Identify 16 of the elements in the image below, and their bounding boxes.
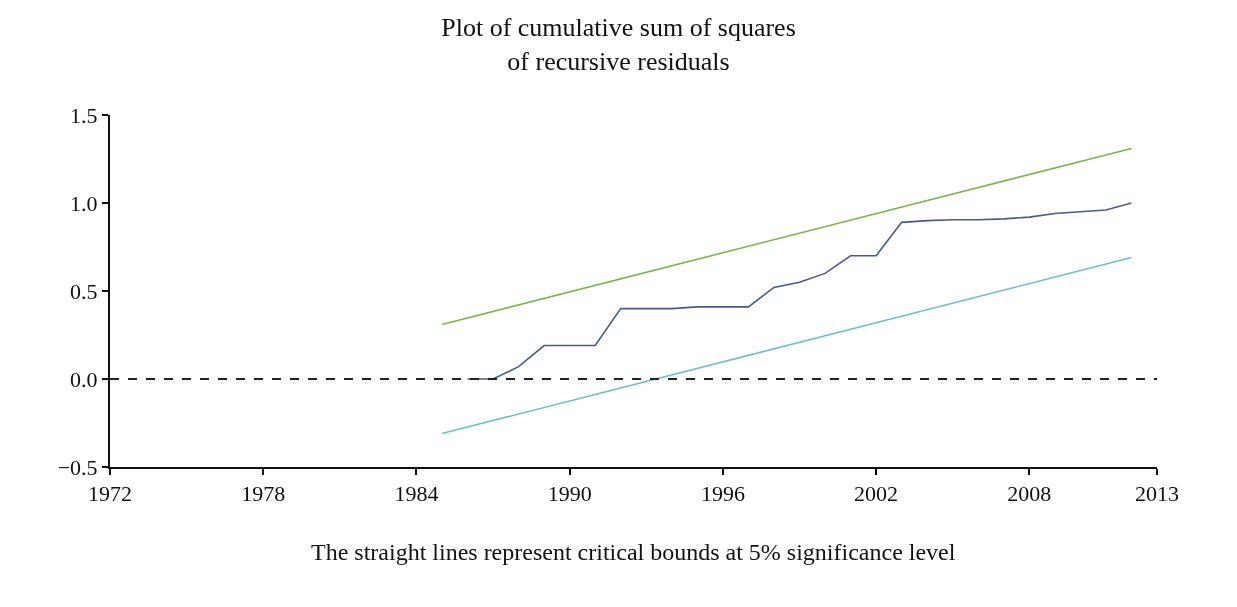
text: The straight lines represent critical bounds at 5% significance level bbox=[311, 539, 956, 565]
x-tick-label: 1984 bbox=[394, 481, 439, 507]
x-tick-label: 1972 bbox=[88, 481, 132, 507]
x-tick-label: 1978 bbox=[241, 481, 286, 507]
x-tick-label: 1996 bbox=[700, 481, 745, 507]
y-tick-label: 0.0 bbox=[70, 366, 98, 392]
y-tick-label: 1.0 bbox=[70, 190, 98, 216]
x-tick-label: 2008 bbox=[1007, 481, 1052, 507]
x-tick-label: 2002 bbox=[854, 481, 899, 507]
x-tick-label: 1990 bbox=[547, 481, 592, 507]
y-tick-label: −0.5 bbox=[57, 454, 98, 480]
y-tick-label: 0.5 bbox=[70, 278, 98, 304]
chart-title: Plot of cumulative sum of squares of recursive residuals bbox=[441, 13, 796, 77]
x-tick-label: 2013 bbox=[1135, 481, 1179, 507]
y-tick-label: 1.5 bbox=[70, 102, 98, 128]
line-series bbox=[466, 202, 1133, 380]
